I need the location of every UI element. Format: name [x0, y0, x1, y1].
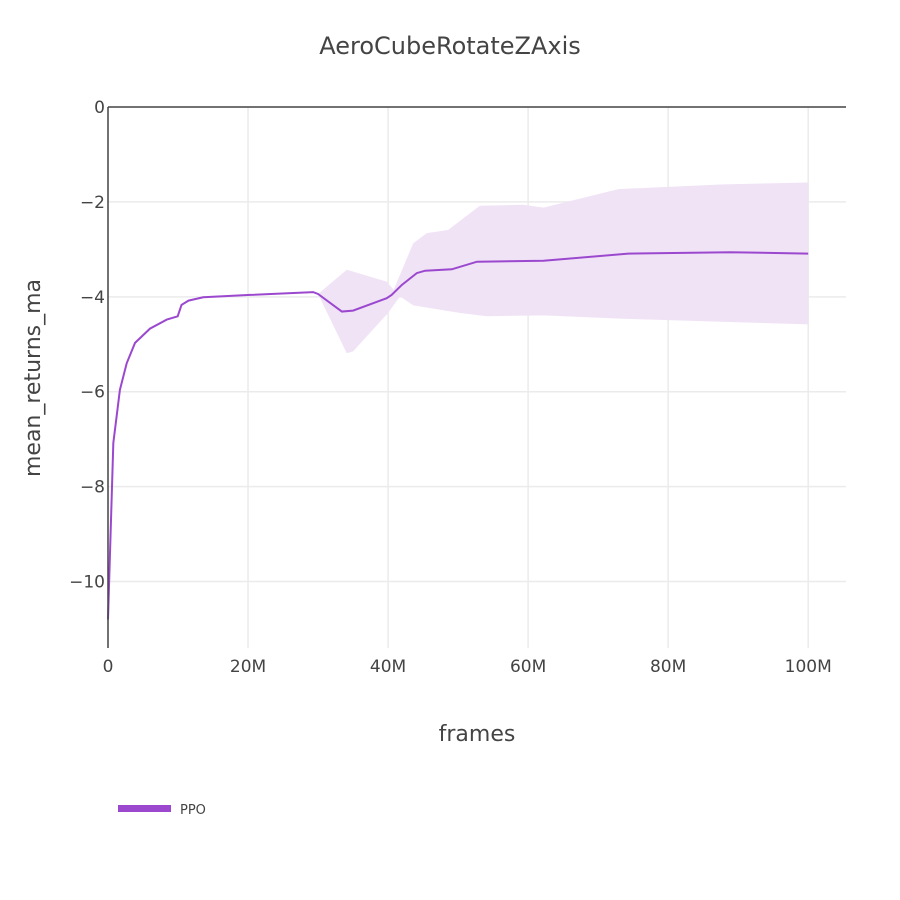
y-tick-label: −8 — [80, 478, 105, 498]
series-line-ppo — [107, 251, 809, 620]
band-layer — [318, 182, 809, 354]
confidence-band — [318, 182, 809, 354]
y-tick-label: −6 — [80, 383, 105, 403]
x-tick-label: 80M — [650, 657, 686, 677]
x-tick-label: 20M — [230, 657, 266, 677]
y-tick-label: 0 — [94, 98, 105, 118]
x-tick-label: 60M — [510, 657, 546, 677]
legend-label-ppo[interactable]: PPO — [180, 803, 206, 818]
y-tick-label: −4 — [80, 288, 105, 308]
y-tick-label: −2 — [80, 193, 105, 213]
tick-labels: 0 20M 40M 60M 80M 100M 0 −2 −4 −6 −8 −10 — [69, 98, 832, 677]
x-tick-label: 0 — [103, 657, 114, 677]
line-layer — [107, 251, 809, 620]
axes — [107, 106, 846, 648]
y-axis-title: mean_returns_ma — [21, 279, 46, 477]
x-tick-label: 40M — [370, 657, 406, 677]
chart-title: AeroCubeRotateZAxis — [319, 32, 581, 60]
x-tick-label: 100M — [785, 657, 832, 677]
x-axis-title: frames — [439, 722, 516, 747]
y-tick-label: −10 — [69, 573, 105, 593]
legend[interactable]: PPO — [118, 803, 206, 818]
legend-swatch-ppo[interactable] — [118, 805, 171, 812]
